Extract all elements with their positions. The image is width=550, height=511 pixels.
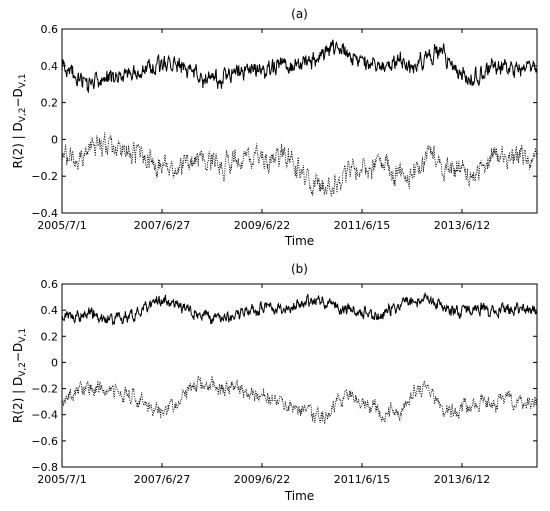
x-axis-label: Time: [284, 234, 314, 248]
y-tick-label: −0.4: [31, 207, 58, 220]
panel-label: (a): [291, 7, 308, 21]
plot-frame: [61, 28, 538, 214]
x-tick-label: 2013/6/12: [434, 219, 490, 232]
x-tick-label: 2009/6/22: [234, 219, 290, 232]
x-tick-label: 2009/6/22: [234, 473, 290, 486]
y-tick-label: 0.2: [41, 330, 59, 343]
x-axis-label: Time: [284, 489, 314, 503]
y-tick-label: 0: [51, 133, 58, 146]
y-tick-label: −0.6: [31, 435, 58, 448]
chart-panel-b: 2005/7/1 2007/6/27 2009/6/22 2011/6/15 2013/…: [11, 262, 538, 503]
y-axis-label: R(2) | DV,2−DV,1: [11, 73, 28, 168]
y-axis-label: R(2) | DV,2−DV,1: [11, 328, 28, 423]
x-tick-label: 2007/6/27: [134, 219, 190, 232]
x-tick-label: 2011/6/15: [334, 219, 390, 232]
y-tick-label: 0.4: [41, 304, 59, 317]
x-tick-label: 2007/6/27: [134, 473, 190, 486]
series-line-dotted: [62, 132, 537, 198]
x-tick-label: 2013/6/12: [434, 473, 490, 486]
y-tick-label: 0.2: [41, 97, 59, 110]
x-tick-label: 2005/7/1: [37, 473, 86, 486]
y-tick-label: 0.6: [41, 278, 59, 291]
x-tick-label: 2011/6/15: [334, 473, 390, 486]
y-tick-label: 0.4: [41, 60, 59, 73]
y-tick-label: −0.8: [31, 461, 58, 474]
plot-frame: [61, 283, 538, 468]
x-tick-label: 2005/7/1: [37, 219, 86, 232]
panel-label: (b): [291, 262, 308, 276]
series-line-solid: [62, 291, 537, 326]
series-line-dotted: [62, 375, 537, 424]
y-tick-label: −0.4: [31, 409, 58, 422]
y-tick-label: −0.2: [31, 383, 58, 396]
chart-panel-a: 2005/7/1 2007/6/27 2009/6/22 2011/6/15 2013/…: [11, 7, 538, 248]
series-line-solid: [62, 39, 537, 93]
y-tick-label: 0.6: [41, 23, 59, 36]
y-tick-label: 0: [51, 356, 58, 369]
y-tick-label: −0.2: [31, 170, 58, 183]
